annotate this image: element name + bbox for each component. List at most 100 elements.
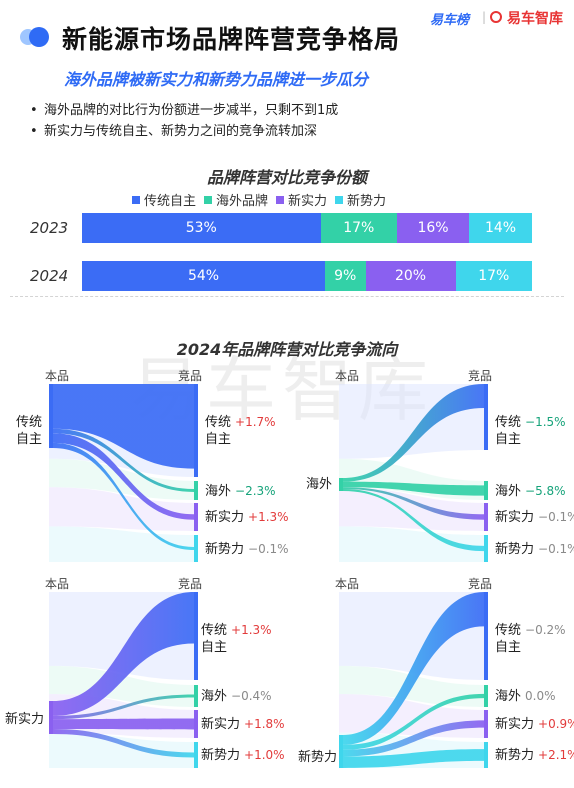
- sankey-target-node: [194, 685, 198, 707]
- sankey-background-band: [49, 487, 198, 531]
- page-subtitle: 海外品牌被新实力和新势力品牌进一步瓜分: [64, 70, 369, 89]
- bullet-dot-icon: •: [30, 103, 38, 118]
- sankey-background-band: [339, 487, 488, 531]
- bar-segment: 20%: [365, 261, 456, 291]
- bar-segment: 17%: [455, 261, 532, 291]
- bar-chart-title: 品牌阵营对比竞争份额: [206, 168, 367, 187]
- sankey-flow: [343, 720, 484, 757]
- legend-swatch: [276, 196, 285, 204]
- sankey-target-node: [484, 503, 488, 531]
- sankey-target-label: 海外 −5.8%: [495, 483, 566, 499]
- sankey-source-label: 新实力: [5, 712, 45, 727]
- sankey-source-label: 传统: [16, 415, 43, 430]
- sankey-target-label: 新实力+0.9%: [495, 716, 574, 733]
- sankey-target-label: 传统 +1.7%: [205, 415, 276, 430]
- sankey-flow: [343, 487, 484, 520]
- sankey-flow: [53, 433, 194, 520]
- sankey-delta-value: +1.3%: [248, 510, 289, 524]
- sankey-target-node: [484, 710, 488, 738]
- yiche-zhiku-logo: 易车智库: [507, 11, 563, 27]
- sankey-target-label: 新势力−0.1%: [205, 541, 289, 557]
- sankey-source-node: [49, 701, 53, 734]
- sankey-target-axis-label: 竞品: [178, 577, 203, 591]
- sankey-source-label: 海外: [306, 477, 333, 492]
- sankey-background-band: [339, 665, 488, 707]
- sankey-chart-title: 2024年品牌阵营对比竞争流向: [176, 340, 398, 359]
- sankey-delta-value: +1.7%: [235, 415, 276, 429]
- sankey-flow: [53, 428, 194, 492]
- sankey-flow: [53, 694, 194, 720]
- sankey-source-axis-label: 本品: [45, 577, 70, 591]
- sankey-source-axis-label: 本品: [335, 577, 360, 591]
- sankey-background-band: [49, 526, 198, 562]
- sankey-flow: [53, 729, 194, 758]
- sankey-background-band: [339, 526, 488, 562]
- sankey-delta-value: −1.5%: [525, 415, 566, 429]
- sankey-target-label: 自主: [201, 640, 228, 655]
- sankey-delta-value: −0.1%: [538, 541, 574, 556]
- legend-item: 海外品牌: [204, 190, 268, 209]
- sankey-delta-value: −2.3%: [235, 483, 276, 498]
- bar-row: 53% 17% 16% 14%: [82, 213, 532, 243]
- yiche-logo-icon: [490, 11, 502, 23]
- sankey-target-label: 新势力+2.1%: [495, 747, 574, 764]
- sankey-target-node: [194, 592, 198, 680]
- legend-label: 新势力: [347, 194, 387, 209]
- sankey-flow: [53, 442, 194, 550]
- sankey-delta-value: +0.9%: [538, 717, 574, 731]
- sankey-delta-value: −0.4%: [231, 689, 272, 703]
- sankey-delta-value: +2.1%: [538, 748, 574, 762]
- section-divider: [10, 296, 564, 297]
- sankey-flow: [343, 481, 484, 496]
- sankey-flow: [53, 718, 194, 730]
- bar-segment: 9%: [325, 261, 366, 291]
- sankey-target-label: 传统 −1.5%: [495, 415, 566, 430]
- sankey-source-label: 自主: [16, 432, 43, 447]
- sankey-target-axis-label: 竞品: [468, 577, 493, 591]
- sankey-flow: [343, 592, 484, 745]
- sankey-target-label: 自主: [495, 432, 522, 447]
- sankey-target-node: [484, 685, 488, 707]
- sankey-target-label: 海外 −0.4%: [201, 689, 272, 704]
- bullet-dot-icon: •: [30, 124, 38, 139]
- legend-swatch: [204, 196, 213, 204]
- sankey-flow: [343, 489, 484, 552]
- yiche-bang-logo: 易车榜: [430, 13, 470, 28]
- sankey-target-label: 新实力−0.1%: [495, 509, 574, 526]
- sankey-flow: [53, 384, 194, 469]
- sankey-source-axis-label: 本品: [335, 369, 360, 383]
- bar-segment: 14%: [469, 213, 532, 243]
- sankey-delta-value: −5.8%: [525, 483, 566, 498]
- logo-separator: |: [482, 10, 487, 24]
- sankey-target-node: [194, 503, 198, 531]
- sankey-delta-value: +1.0%: [244, 748, 285, 762]
- bar-chart-legend: 传统自主 海外品牌 新实力 新势力: [132, 190, 394, 209]
- legend-swatch: [335, 196, 344, 204]
- sankey-target-node: [194, 710, 198, 738]
- sankey-delta-value: 0.0%: [525, 689, 556, 703]
- legend-item: 新实力: [276, 190, 327, 209]
- sankey-target-label: 海外 0.0%: [495, 689, 556, 704]
- sankey-target-node: [484, 535, 488, 562]
- sankey-target-label: 传统 +1.3%: [201, 623, 272, 638]
- sankey-target-label: 传统 −0.2%: [495, 623, 566, 638]
- header-decoration-icon: [20, 27, 50, 47]
- sankey-target-label: 自主: [495, 640, 522, 655]
- sankey-target-node: [194, 535, 198, 562]
- sankey-flow: [343, 384, 484, 482]
- sankey-target-node: [484, 481, 488, 500]
- bar-category-label: 2024: [30, 267, 69, 285]
- sankey-target-label: 新实力 +1.8%: [201, 717, 285, 732]
- legend-label: 新实力: [288, 194, 328, 209]
- sankey-source-node: [49, 384, 53, 448]
- legend-swatch: [132, 196, 140, 204]
- legend-item: 新势力: [335, 190, 386, 209]
- sankey-source-axis-label: 本品: [45, 369, 70, 383]
- sankey-flow: [53, 592, 194, 716]
- bullet-list: • 海外品牌的对比行为份额进一步减半，只剩不到1成 • 新实力与传统自主、新势力之间…: [30, 100, 338, 142]
- bar-category-label: 2023: [30, 219, 69, 237]
- sankey-delta-value: −0.2%: [525, 623, 566, 637]
- sankey-flow: [343, 749, 484, 768]
- bar-segment: 16%: [397, 213, 469, 243]
